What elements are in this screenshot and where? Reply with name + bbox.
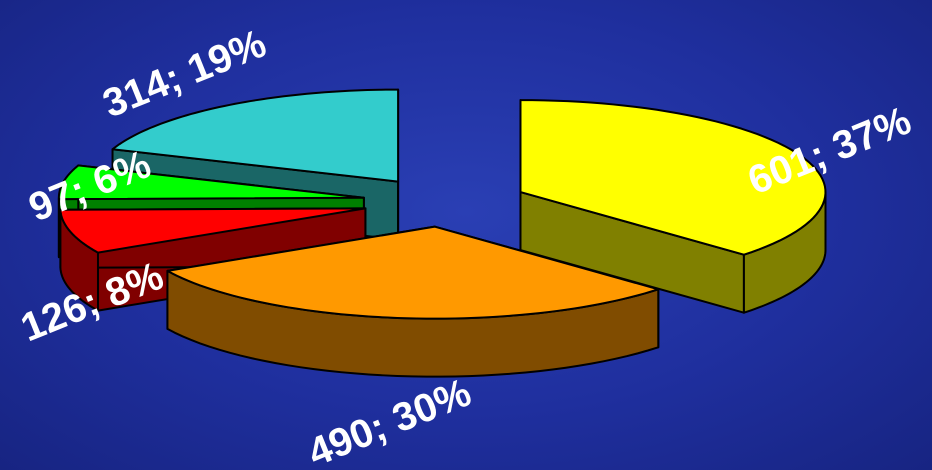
- data-label-601: 601; 37%: [742, 98, 917, 203]
- slice-top-97: [57, 164, 365, 201]
- slice-tops: [57, 88, 827, 320]
- slice-top-601: [519, 99, 827, 256]
- data-label-490: 490; 30%: [302, 370, 477, 470]
- slice-top-126: [59, 207, 367, 254]
- slice-top-490: [166, 225, 660, 320]
- slice-top-314: [111, 88, 400, 183]
